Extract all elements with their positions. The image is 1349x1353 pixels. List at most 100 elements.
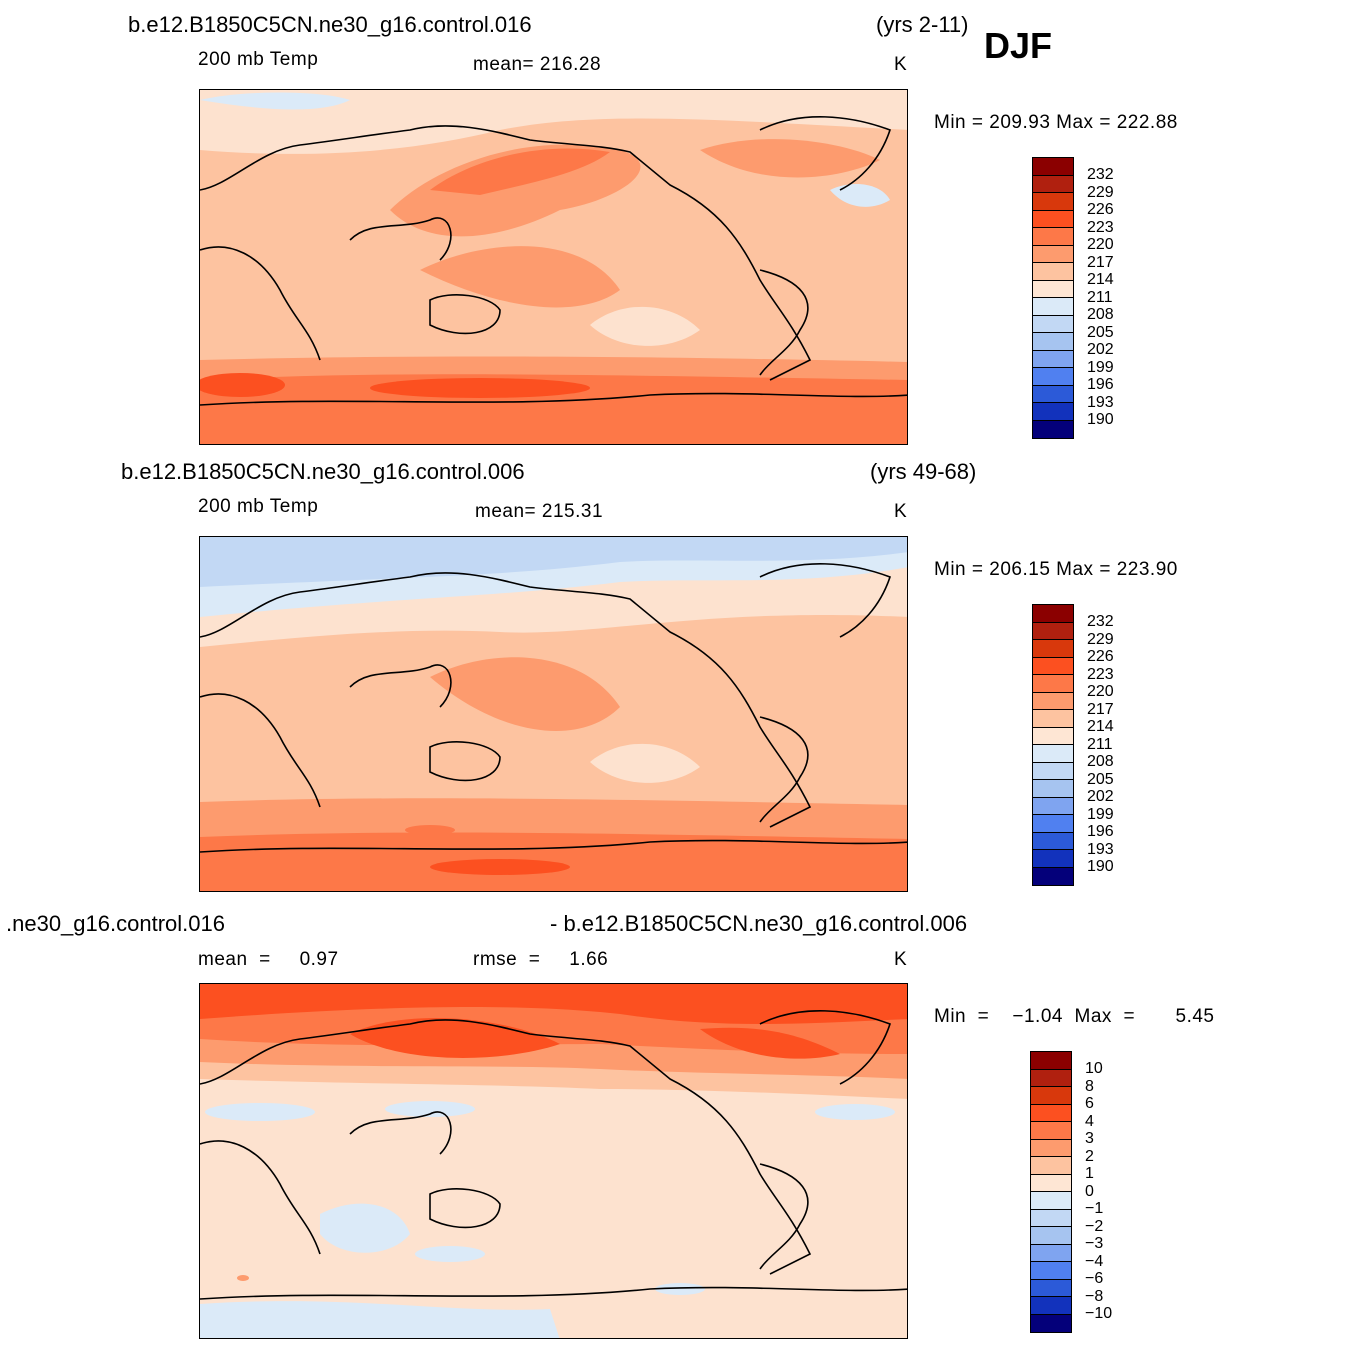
colorbar-swatch <box>1033 368 1073 386</box>
colorbar-tick-label: −10 <box>1085 1305 1113 1322</box>
colorbar-swatch <box>1033 745 1073 763</box>
panel1-minmax: Min = 209.93 Max = 222.88 <box>934 112 1178 133</box>
colorbar-swatch <box>1033 298 1073 316</box>
panel2-case-title: b.e12.B1850C5CN.ne30_g16.control.006 <box>121 459 525 484</box>
panel1-map <box>199 89 908 445</box>
colorbar-tick-label: 4 <box>1085 1112 1094 1130</box>
colorbar-tick-label: 199 <box>1087 805 1114 823</box>
colorbar-swatch <box>1033 605 1073 623</box>
colorbar-tick-label: 196 <box>1087 376 1114 393</box>
colorbar-tick-label: 211 <box>1087 288 1113 306</box>
colorbar-swatch <box>1031 1297 1071 1315</box>
colorbar-tick-label: 193 <box>1087 393 1114 411</box>
panel3-mean: mean = 0.97 <box>198 949 339 970</box>
colorbar-tick-label: 205 <box>1087 770 1114 788</box>
colorbar-swatch <box>1033 797 1073 815</box>
colorbar-swatch <box>1033 263 1073 281</box>
colorbar-tick-label: 226 <box>1087 201 1114 218</box>
panel3-colorbar <box>1030 1051 1072 1333</box>
panel3-minmax: Min = −1.04 Max = 5.45 <box>934 1006 1215 1027</box>
panel2-units: K <box>894 501 908 522</box>
colorbar-swatch <box>1033 333 1073 351</box>
colorbar-swatch <box>1033 315 1073 333</box>
colorbar-tick-label: 196 <box>1087 823 1114 840</box>
colorbar-swatch <box>1033 175 1073 193</box>
season-label: DJF <box>984 25 1053 66</box>
colorbar-tick-label: 211 <box>1087 735 1113 753</box>
colorbar-tick-label: 223 <box>1087 665 1114 683</box>
colorbar-swatch <box>1033 710 1073 728</box>
colorbar-tick-label: 208 <box>1087 753 1114 770</box>
panel2-colorbar <box>1032 604 1074 886</box>
colorbar-swatch <box>1031 1069 1071 1087</box>
colorbar-tick-label: 205 <box>1087 323 1114 341</box>
panel2-mean: mean= 215.31 <box>475 501 604 522</box>
colorbar-swatch <box>1031 1052 1071 1070</box>
colorbar-swatch <box>1033 158 1073 176</box>
panel3-case-title: .ne30_g16.control.016 <box>6 911 225 936</box>
colorbar-tick-label: 202 <box>1087 341 1114 358</box>
colorbar-tick-label: −4 <box>1085 1252 1104 1270</box>
colorbar-swatch <box>1033 780 1073 798</box>
colorbar-swatch <box>1033 657 1073 675</box>
panel2-map <box>199 536 908 892</box>
colorbar-tick-label: −8 <box>1085 1287 1104 1305</box>
panel2-contour-field <box>200 537 907 891</box>
colorbar-tick-label: −3 <box>1085 1235 1104 1252</box>
panel3-contour-field <box>200 984 907 1338</box>
colorbar-swatch <box>1033 245 1073 263</box>
panel2-years: (yrs 49-68) <box>870 459 977 484</box>
colorbar-tick-label: 3 <box>1085 1130 1094 1147</box>
colorbar-swatch <box>1031 1157 1071 1175</box>
colorbar-tick-label: 217 <box>1087 253 1114 271</box>
panel2-variable: 200 mb Temp <box>198 496 319 517</box>
panel1-contour-field <box>200 90 907 444</box>
colorbar-tick-label: 223 <box>1087 218 1114 236</box>
colorbar-tick-label: 190 <box>1087 411 1114 428</box>
colorbar-swatch <box>1031 1139 1071 1157</box>
colorbar-swatch <box>1031 1227 1071 1245</box>
colorbar-swatch <box>1033 850 1073 868</box>
colorbar-swatch <box>1033 385 1073 403</box>
colorbar-swatch <box>1031 1104 1071 1122</box>
panel1-units: K <box>894 54 908 75</box>
panel3-case-subtracted: - b.e12.B1850C5CN.ne30_g16.control.006 <box>550 911 968 936</box>
colorbar-tick-label: 214 <box>1087 271 1114 288</box>
colorbar-tick-label: 6 <box>1085 1095 1094 1112</box>
colorbar-swatch <box>1033 867 1073 885</box>
colorbar-swatch <box>1033 350 1073 368</box>
colorbar-swatch <box>1033 210 1073 228</box>
colorbar-swatch <box>1031 1209 1071 1227</box>
panel2-minmax: Min = 206.15 Max = 223.90 <box>934 559 1178 580</box>
colorbar-swatch <box>1031 1262 1071 1280</box>
colorbar-swatch <box>1033 832 1073 850</box>
coastline-outlines <box>200 1010 907 1300</box>
colorbar-tick-label: 214 <box>1087 718 1114 735</box>
colorbar-swatch <box>1031 1314 1071 1332</box>
colorbar-tick-label: 8 <box>1085 1077 1094 1095</box>
colorbar-swatch <box>1033 622 1073 640</box>
colorbar-swatch <box>1031 1087 1071 1105</box>
panel1-variable: 200 mb Temp <box>198 49 319 70</box>
panel1-colorbar <box>1032 157 1074 439</box>
colorbar-tick-label: 220 <box>1087 683 1114 700</box>
colorbar-swatch <box>1033 420 1073 438</box>
colorbar-tick-label: 232 <box>1087 166 1114 183</box>
panel3-rmse: rmse = 1.66 <box>473 949 609 970</box>
colorbar-tick-label: 232 <box>1087 613 1114 630</box>
colorbar-swatch <box>1033 727 1073 745</box>
colorbar-swatch <box>1033 193 1073 211</box>
colorbar-tick-label: 226 <box>1087 648 1114 665</box>
colorbar-tick-label: 199 <box>1087 358 1114 376</box>
panel3-map <box>199 983 908 1339</box>
panel3-units: K <box>894 949 908 970</box>
colorbar-swatch <box>1033 762 1073 780</box>
colorbar-tick-label: −2 <box>1085 1217 1104 1235</box>
colorbar-swatch <box>1033 228 1073 246</box>
colorbar-swatch <box>1033 675 1073 693</box>
colorbar-swatch <box>1033 815 1073 833</box>
colorbar-tick-label: 193 <box>1087 840 1114 858</box>
panel1-years: (yrs 2-11) <box>876 12 969 37</box>
colorbar-tick-label: 229 <box>1087 183 1114 201</box>
colorbar-tick-label: −1 <box>1085 1200 1104 1217</box>
